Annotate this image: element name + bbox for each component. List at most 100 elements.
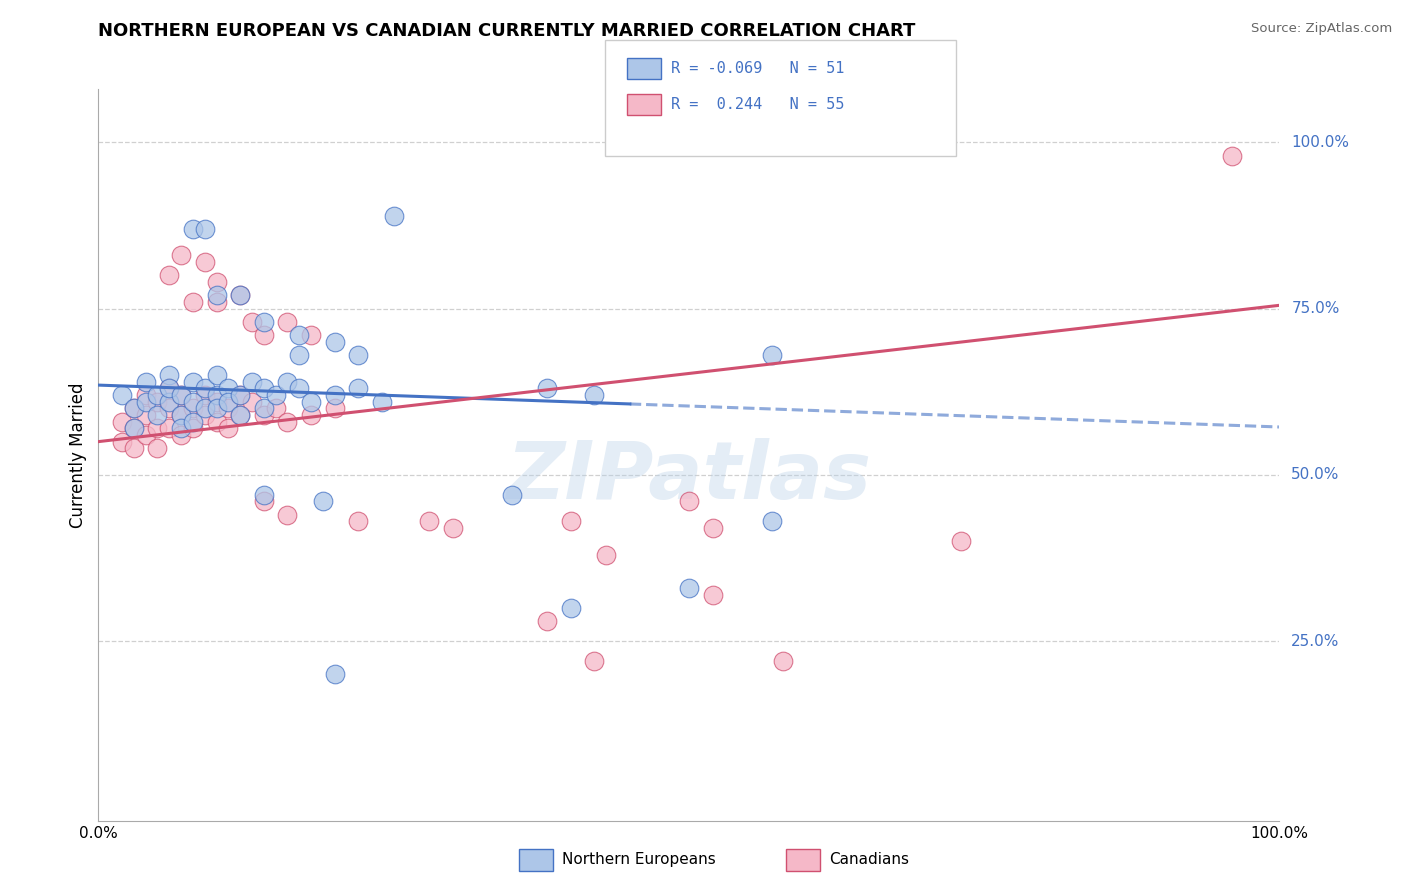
Point (157, 421, 180, 435)
Point (536, 614, 558, 628)
Point (181, 394, 204, 409)
Point (205, 368, 228, 383)
Point (583, 654, 606, 668)
Point (276, 375, 298, 389)
Point (323, 401, 346, 416)
Point (181, 421, 204, 435)
Point (135, 388, 157, 402)
Point (157, 368, 180, 383)
Point (240, 315, 263, 329)
Point (240, 375, 263, 389)
Point (170, 388, 193, 402)
Point (170, 388, 193, 402)
Point (181, 295, 204, 310)
Point (949, 534, 972, 549)
Point (253, 315, 276, 329)
Point (229, 408, 252, 422)
Point (146, 442, 169, 456)
Point (205, 275, 228, 289)
Point (217, 401, 239, 416)
Text: 25.0%: 25.0% (1291, 633, 1340, 648)
Point (253, 494, 276, 508)
Point (122, 421, 145, 435)
Point (194, 388, 217, 402)
Point (217, 381, 239, 395)
Text: R =  0.244   N = 55: R = 0.244 N = 55 (671, 97, 844, 112)
Point (146, 388, 169, 402)
Point (299, 328, 322, 343)
Point (560, 515, 582, 529)
Point (229, 408, 252, 422)
Point (205, 394, 228, 409)
Point (371, 394, 394, 409)
Point (122, 401, 145, 416)
Point (181, 375, 204, 389)
Y-axis label: Currently Married: Currently Married (69, 382, 87, 528)
Point (122, 401, 145, 416)
Point (181, 415, 204, 429)
Point (194, 255, 217, 269)
Point (583, 388, 606, 402)
Point (299, 408, 322, 422)
Point (181, 222, 204, 236)
Point (678, 581, 700, 595)
Point (323, 667, 346, 681)
Point (111, 388, 134, 402)
Point (170, 248, 193, 262)
Point (217, 421, 239, 435)
Text: NORTHERN EUROPEAN VS CANADIAN CURRENTLY MARRIED CORRELATION CHART: NORTHERN EUROPEAN VS CANADIAN CURRENTLY … (98, 22, 915, 40)
Point (501, 488, 523, 502)
Text: ZIPatlas: ZIPatlas (506, 438, 872, 516)
Point (276, 415, 298, 429)
Point (772, 654, 794, 668)
Point (135, 428, 157, 442)
Point (194, 401, 217, 416)
Point (157, 268, 180, 283)
Point (560, 600, 582, 615)
Text: Source: ZipAtlas.com: Source: ZipAtlas.com (1251, 22, 1392, 36)
Point (170, 408, 193, 422)
Point (181, 401, 204, 416)
Point (595, 548, 617, 562)
Point (135, 408, 157, 422)
Point (253, 401, 276, 416)
Point (170, 421, 193, 435)
Point (323, 334, 346, 349)
Point (194, 408, 217, 422)
Point (217, 394, 239, 409)
Point (135, 394, 157, 409)
Point (441, 521, 464, 535)
Point (170, 408, 193, 422)
Point (229, 388, 252, 402)
Point (347, 381, 370, 395)
Text: Canadians: Canadians (830, 853, 910, 867)
Point (264, 401, 287, 416)
Point (122, 421, 145, 435)
Point (276, 508, 298, 522)
Point (229, 288, 252, 302)
Point (146, 421, 169, 435)
Point (205, 295, 228, 310)
Point (761, 515, 783, 529)
Point (702, 588, 724, 602)
Point (536, 381, 558, 395)
Point (299, 394, 322, 409)
Point (205, 415, 228, 429)
Point (347, 348, 370, 362)
Point (205, 388, 228, 402)
Text: 100.0%: 100.0% (1291, 135, 1350, 150)
Point (253, 488, 276, 502)
Point (264, 388, 287, 402)
Point (205, 288, 228, 302)
Point (678, 494, 700, 508)
Point (253, 328, 276, 343)
Point (157, 401, 180, 416)
Point (761, 348, 783, 362)
Point (205, 401, 228, 416)
Point (288, 381, 311, 395)
Text: 50.0%: 50.0% (1291, 467, 1340, 483)
Point (702, 521, 724, 535)
Point (170, 428, 193, 442)
Text: R = -0.069   N = 51: R = -0.069 N = 51 (671, 62, 844, 76)
Point (1220, 149, 1243, 163)
